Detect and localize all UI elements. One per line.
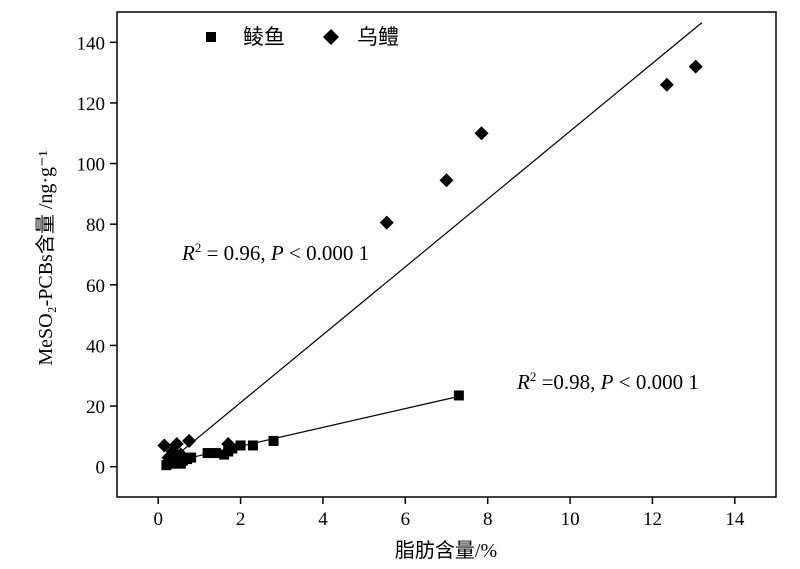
wuli-point bbox=[169, 436, 184, 451]
lingyu-point bbox=[227, 443, 238, 454]
x-axis-title: 脂肪含量/% bbox=[395, 539, 497, 562]
wuli-point bbox=[659, 77, 674, 92]
wuli-point bbox=[688, 59, 703, 74]
y-tick-label: 120 bbox=[77, 94, 106, 115]
legend-label-wuli: 乌鳢 bbox=[357, 25, 399, 49]
wuli-point bbox=[173, 447, 188, 462]
wuli-point bbox=[474, 126, 489, 141]
y-tick-label: 0 bbox=[96, 458, 106, 479]
lingyu-point bbox=[202, 448, 213, 459]
wuli-point bbox=[221, 436, 236, 451]
lingyu-point bbox=[268, 435, 279, 446]
x-tick-label: 8 bbox=[483, 509, 493, 530]
y-tick-label: 100 bbox=[77, 155, 106, 176]
x-tick-label: 14 bbox=[725, 509, 745, 530]
x-tick-label: 12 bbox=[643, 509, 662, 530]
x-tick-label: 2 bbox=[236, 509, 246, 530]
lingyu-point bbox=[247, 440, 258, 451]
wuli-point bbox=[439, 173, 454, 188]
wuli-point bbox=[157, 438, 172, 453]
y-tick-label: 40 bbox=[86, 336, 105, 357]
lingyu-point bbox=[453, 390, 464, 401]
lingyu-point bbox=[235, 440, 246, 451]
y-axis-title: MeSO₂-PCBs含量 /ng·g⁻¹ bbox=[34, 150, 57, 365]
wuli-point bbox=[379, 215, 394, 230]
x-tick-label: 0 bbox=[153, 509, 163, 530]
legend-square-marker bbox=[206, 32, 216, 42]
x-tick-label: 6 bbox=[401, 509, 411, 530]
plot-frame bbox=[116, 11, 777, 498]
legend-label-lingyu: 鲮鱼 bbox=[243, 25, 285, 49]
annotation-wuli-fit: R2 = 0.96, P < 0.000 1 bbox=[181, 240, 369, 265]
legend-diamond-marker bbox=[323, 29, 339, 45]
wuli-point bbox=[182, 433, 197, 448]
y-tick-label: 80 bbox=[86, 215, 105, 236]
y-tick-label: 140 bbox=[77, 33, 106, 54]
x-tick-label: 10 bbox=[561, 509, 580, 530]
y-tick-label: 20 bbox=[86, 397, 105, 418]
annotation-lingyu-fit: R2 =0.98, P < 0.000 1 bbox=[516, 369, 699, 394]
wuli-fit-line bbox=[166, 22, 703, 465]
legend: 鲮鱼 乌鳢 bbox=[206, 25, 399, 49]
y-tick-label: 60 bbox=[86, 276, 105, 297]
lingyu-point bbox=[186, 452, 197, 463]
lingyu-point bbox=[210, 448, 221, 459]
x-tick-label: 4 bbox=[318, 509, 328, 530]
